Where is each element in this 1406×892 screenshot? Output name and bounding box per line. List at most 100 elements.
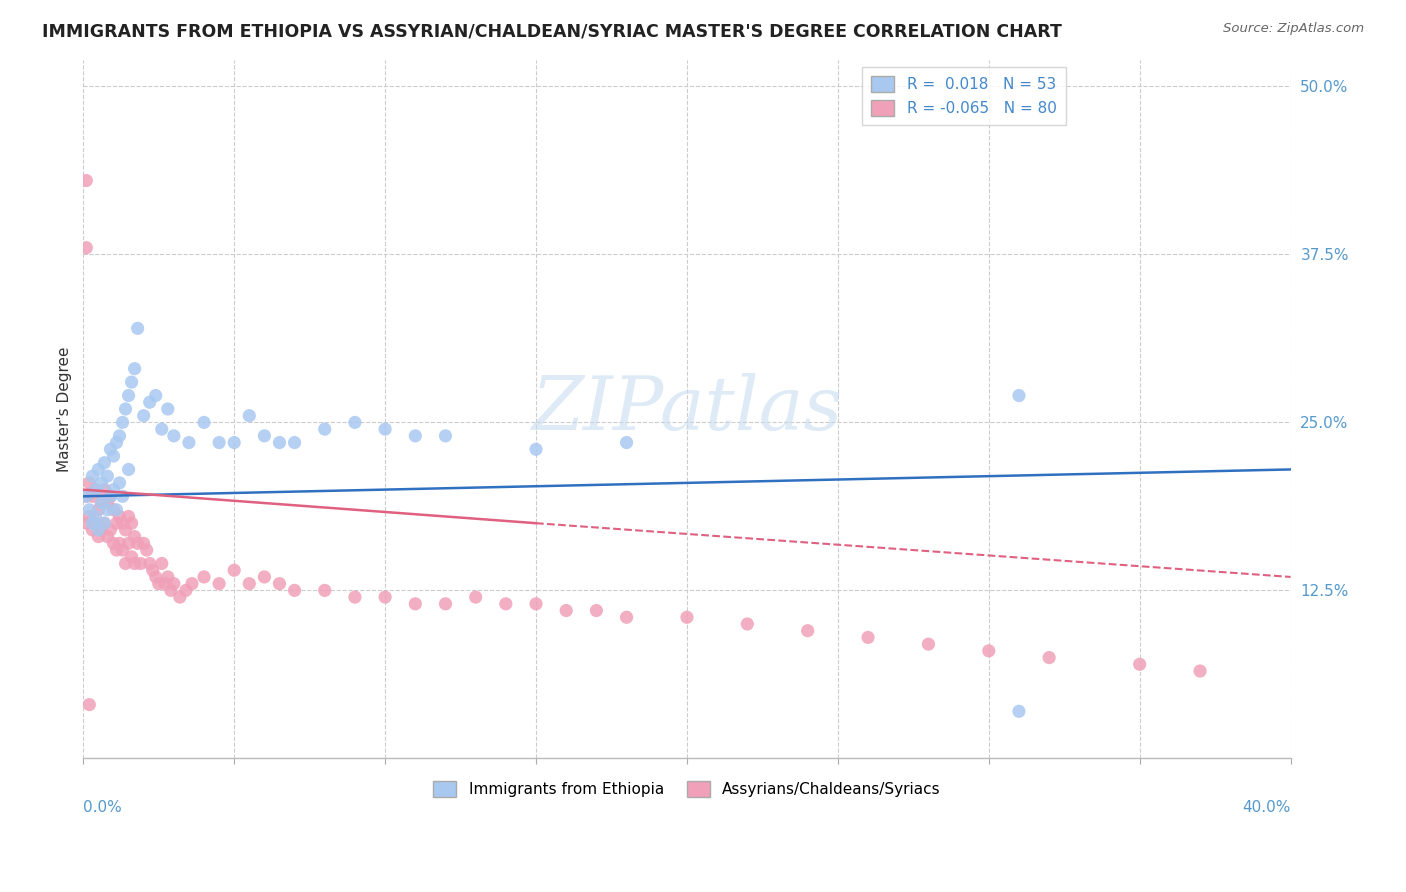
Point [93,516,115,531]
Point [84,516,107,531]
Point [269,435,291,450]
Point [224,435,246,450]
Point [87,530,110,544]
Point [127,536,149,550]
Point [108,509,131,524]
Point [96,469,118,483]
Point [145,570,167,584]
Point [177,435,200,450]
Point [253,429,276,443]
Point [84,483,107,497]
Point [105,543,128,558]
Point [124,557,146,571]
Point [127,321,149,335]
Point [105,435,128,450]
Point [103,449,125,463]
Point [156,570,179,584]
Point [82,523,104,537]
Point [129,557,152,571]
Point [284,435,307,450]
Point [193,416,215,430]
Point [93,516,115,531]
Point [105,516,128,531]
Point [404,597,426,611]
Point [524,442,547,457]
Point [96,496,118,510]
Point [374,590,396,604]
Point [117,536,139,550]
Point [796,624,818,638]
Point [103,483,125,497]
Point [75,241,97,255]
Point [108,429,131,443]
Point [174,583,197,598]
Point [75,489,97,503]
Point [169,590,191,604]
Point [79,509,101,524]
Point [111,543,134,558]
Point [82,489,104,503]
Point [737,617,759,632]
Point [121,549,143,564]
Point [93,483,115,497]
Point [105,502,128,516]
Text: 40.0%: 40.0% [1243,800,1291,815]
Point [238,409,260,423]
Point [343,416,366,430]
Point [1008,388,1031,402]
Point [121,516,143,531]
Point [153,576,176,591]
Point [142,563,165,577]
Point [238,576,260,591]
Point [103,536,125,550]
Point [124,361,146,376]
Point [75,489,97,503]
Point [1008,704,1031,718]
Point [82,516,104,531]
Point [917,637,939,651]
Point [100,489,122,503]
Point [117,462,139,476]
Point [87,502,110,516]
Point [84,483,107,497]
Y-axis label: Master's Degree: Master's Degree [58,346,72,472]
Point [100,523,122,537]
Point [676,610,699,624]
Point [124,530,146,544]
Point [193,570,215,584]
Point [96,530,118,544]
Legend: R =  0.018   N = 53, R = -0.065   N = 80: R = 0.018 N = 53, R = -0.065 N = 80 [862,67,1066,125]
Point [284,583,307,598]
Point [135,543,157,558]
Point [75,173,97,187]
Point [404,429,426,443]
Point [495,597,517,611]
Point [163,429,186,443]
Point [314,583,336,598]
Point [1189,664,1212,678]
Point [114,557,136,571]
Point [108,475,131,490]
Point [75,516,97,531]
Point [150,422,173,436]
Point [524,597,547,611]
Point [90,475,112,490]
Point [114,401,136,416]
Point [87,523,110,537]
Point [117,509,139,524]
Point [79,698,101,712]
Point [114,523,136,537]
Point [132,409,155,423]
Point [100,489,122,503]
Point [93,456,115,470]
Point [208,576,231,591]
Point [103,502,125,516]
Point [434,597,457,611]
Point [616,610,638,624]
Point [111,489,134,503]
Point [145,388,167,402]
Point [150,557,173,571]
Point [87,462,110,476]
Point [464,590,486,604]
Point [208,435,231,450]
